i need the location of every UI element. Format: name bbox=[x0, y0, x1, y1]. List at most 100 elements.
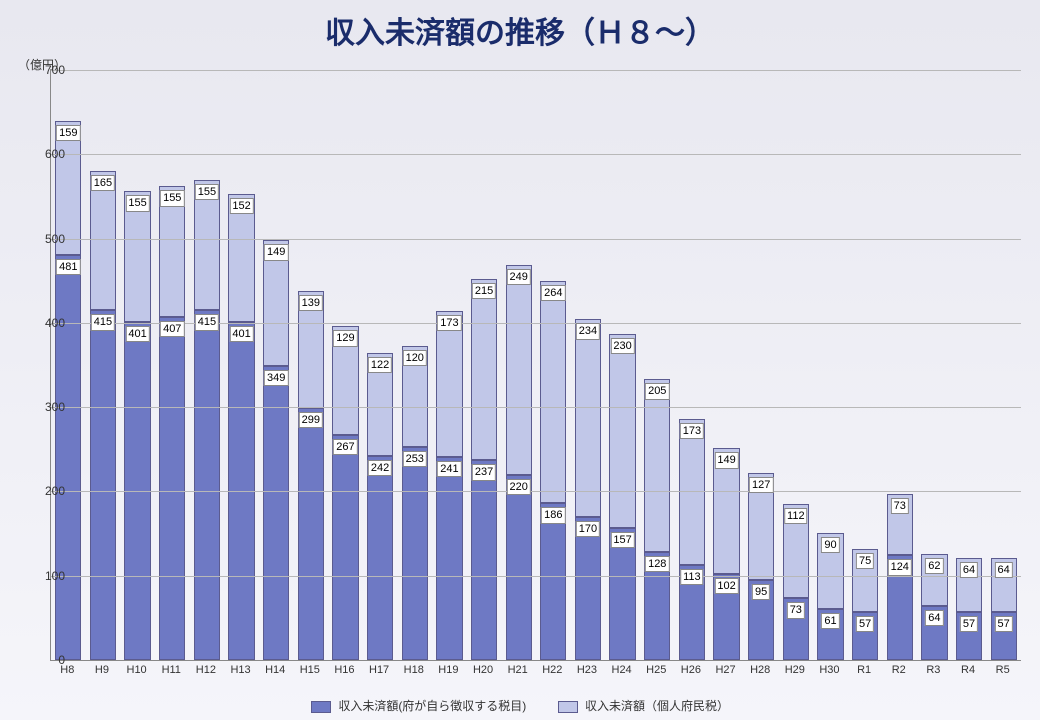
bar-H23 bbox=[575, 70, 601, 660]
bar-H11 bbox=[159, 70, 185, 660]
bar-H28 bbox=[748, 70, 774, 660]
x-tick-label: H9 bbox=[95, 664, 109, 676]
data-label-series1: 481 bbox=[56, 259, 80, 275]
x-tick-label: H19 bbox=[438, 664, 458, 676]
data-label-series2: 62 bbox=[925, 558, 943, 574]
gridline bbox=[51, 491, 1021, 492]
x-tick-label: R5 bbox=[996, 664, 1010, 676]
data-label-series1: 242 bbox=[368, 460, 392, 476]
legend-swatch-2 bbox=[558, 701, 578, 713]
bar-segment-series1 bbox=[263, 366, 289, 660]
x-tick-label: R2 bbox=[892, 664, 906, 676]
bar-segment-series1 bbox=[471, 460, 497, 660]
bar-segment-series2 bbox=[575, 319, 601, 516]
data-label-series1: 73 bbox=[787, 602, 805, 618]
x-tick-label: H30 bbox=[819, 664, 839, 676]
data-label-series2: 75 bbox=[856, 553, 874, 569]
data-label-series2: 155 bbox=[195, 184, 219, 200]
bar-segment-series1 bbox=[402, 447, 428, 660]
data-label-series1: 415 bbox=[195, 314, 219, 330]
x-tick-label: R1 bbox=[857, 664, 871, 676]
x-tick-label: H12 bbox=[196, 664, 216, 676]
bar-segment-series2 bbox=[471, 279, 497, 460]
gridline bbox=[51, 70, 1021, 71]
data-label-series1: 57 bbox=[995, 616, 1013, 632]
data-label-series1: 170 bbox=[576, 521, 600, 537]
bar-H20 bbox=[471, 70, 497, 660]
y-tick-label: 400 bbox=[25, 316, 65, 330]
data-label-series2: 165 bbox=[91, 175, 115, 191]
x-tick-label: H22 bbox=[542, 664, 562, 676]
gridline bbox=[51, 239, 1021, 240]
data-label-series2: 249 bbox=[506, 269, 530, 285]
data-label-series2: 112 bbox=[784, 508, 808, 524]
bar-segment-series2 bbox=[436, 311, 462, 457]
bar-H10 bbox=[124, 70, 150, 660]
bar-segment-series2 bbox=[506, 265, 532, 475]
data-label-series1: 128 bbox=[645, 556, 669, 572]
bar-segment-series2 bbox=[609, 334, 635, 528]
data-label-series2: 122 bbox=[368, 357, 392, 373]
bars-layer: 1594811654151554011554071554151524011493… bbox=[51, 70, 1021, 660]
data-label-series2: 159 bbox=[56, 125, 80, 141]
data-label-series2: 64 bbox=[995, 562, 1013, 578]
data-label-series2: 64 bbox=[960, 562, 978, 578]
data-label-series1: 186 bbox=[541, 507, 565, 523]
x-tick-label: H16 bbox=[334, 664, 354, 676]
bar-segment-series2 bbox=[644, 379, 670, 552]
data-label-series2: 127 bbox=[749, 477, 773, 493]
data-label-series2: 139 bbox=[299, 295, 323, 311]
y-tick-label: 700 bbox=[25, 63, 65, 77]
x-tick-label: H28 bbox=[750, 664, 770, 676]
legend: 収入未済額(府が自ら徴収する税目) 収入未済額（個人府民税） bbox=[0, 697, 1040, 714]
data-label-series2: 155 bbox=[125, 195, 149, 211]
data-label-series1: 157 bbox=[610, 532, 634, 548]
bar-H19 bbox=[436, 70, 462, 660]
bar-segment-series2 bbox=[540, 281, 566, 504]
x-tick-label: H26 bbox=[681, 664, 701, 676]
x-tick-label: H21 bbox=[508, 664, 528, 676]
data-label-series2: 73 bbox=[891, 498, 909, 514]
chart-title: 収入未済額の推移（Ｈ８～） bbox=[0, 8, 1040, 52]
bar-H29 bbox=[783, 70, 809, 660]
data-label-series1: 349 bbox=[264, 370, 288, 386]
data-label-series2: 152 bbox=[229, 198, 253, 214]
data-label-series2: 205 bbox=[645, 383, 669, 399]
data-label-series2: 230 bbox=[610, 338, 634, 354]
data-label-series2: 120 bbox=[403, 350, 427, 366]
data-label-series2: 129 bbox=[333, 330, 357, 346]
bar-R1 bbox=[852, 70, 878, 660]
legend-label-2: 収入未済額（個人府民税） bbox=[585, 699, 729, 713]
data-label-series1: 95 bbox=[752, 584, 770, 600]
bar-H24 bbox=[609, 70, 635, 660]
data-label-series1: 102 bbox=[714, 578, 738, 594]
x-tick-label: H23 bbox=[577, 664, 597, 676]
x-tick-label: R3 bbox=[926, 664, 940, 676]
bar-H30 bbox=[817, 70, 843, 660]
bar-segment-series1 bbox=[436, 457, 462, 660]
data-label-series1: 401 bbox=[229, 326, 253, 342]
x-tick-label: H24 bbox=[612, 664, 632, 676]
gridline bbox=[51, 576, 1021, 577]
x-tick-label: H15 bbox=[300, 664, 320, 676]
data-label-series1: 113 bbox=[680, 569, 704, 585]
data-label-series1: 57 bbox=[856, 616, 874, 632]
legend-item-series-1: 収入未済額(府が自ら徴収する税目) bbox=[311, 697, 526, 714]
gridline bbox=[51, 407, 1021, 408]
bar-segment-series1 bbox=[159, 317, 185, 660]
bar-H9 bbox=[90, 70, 116, 660]
bar-segment-series1 bbox=[90, 310, 116, 660]
data-label-series2: 149 bbox=[714, 452, 738, 468]
bar-H16 bbox=[332, 70, 358, 660]
y-tick-label: 200 bbox=[25, 484, 65, 498]
bar-segment-series1 bbox=[506, 475, 532, 660]
x-tick-label: H20 bbox=[473, 664, 493, 676]
x-tick-label: H25 bbox=[646, 664, 666, 676]
data-label-series2: 173 bbox=[680, 423, 704, 439]
x-tick-label: H8 bbox=[60, 664, 74, 676]
y-tick-label: 600 bbox=[25, 147, 65, 161]
data-label-series1: 237 bbox=[472, 464, 496, 480]
data-label-series2: 155 bbox=[160, 190, 184, 206]
x-tick-label: H14 bbox=[265, 664, 285, 676]
x-tick-label: H29 bbox=[785, 664, 805, 676]
